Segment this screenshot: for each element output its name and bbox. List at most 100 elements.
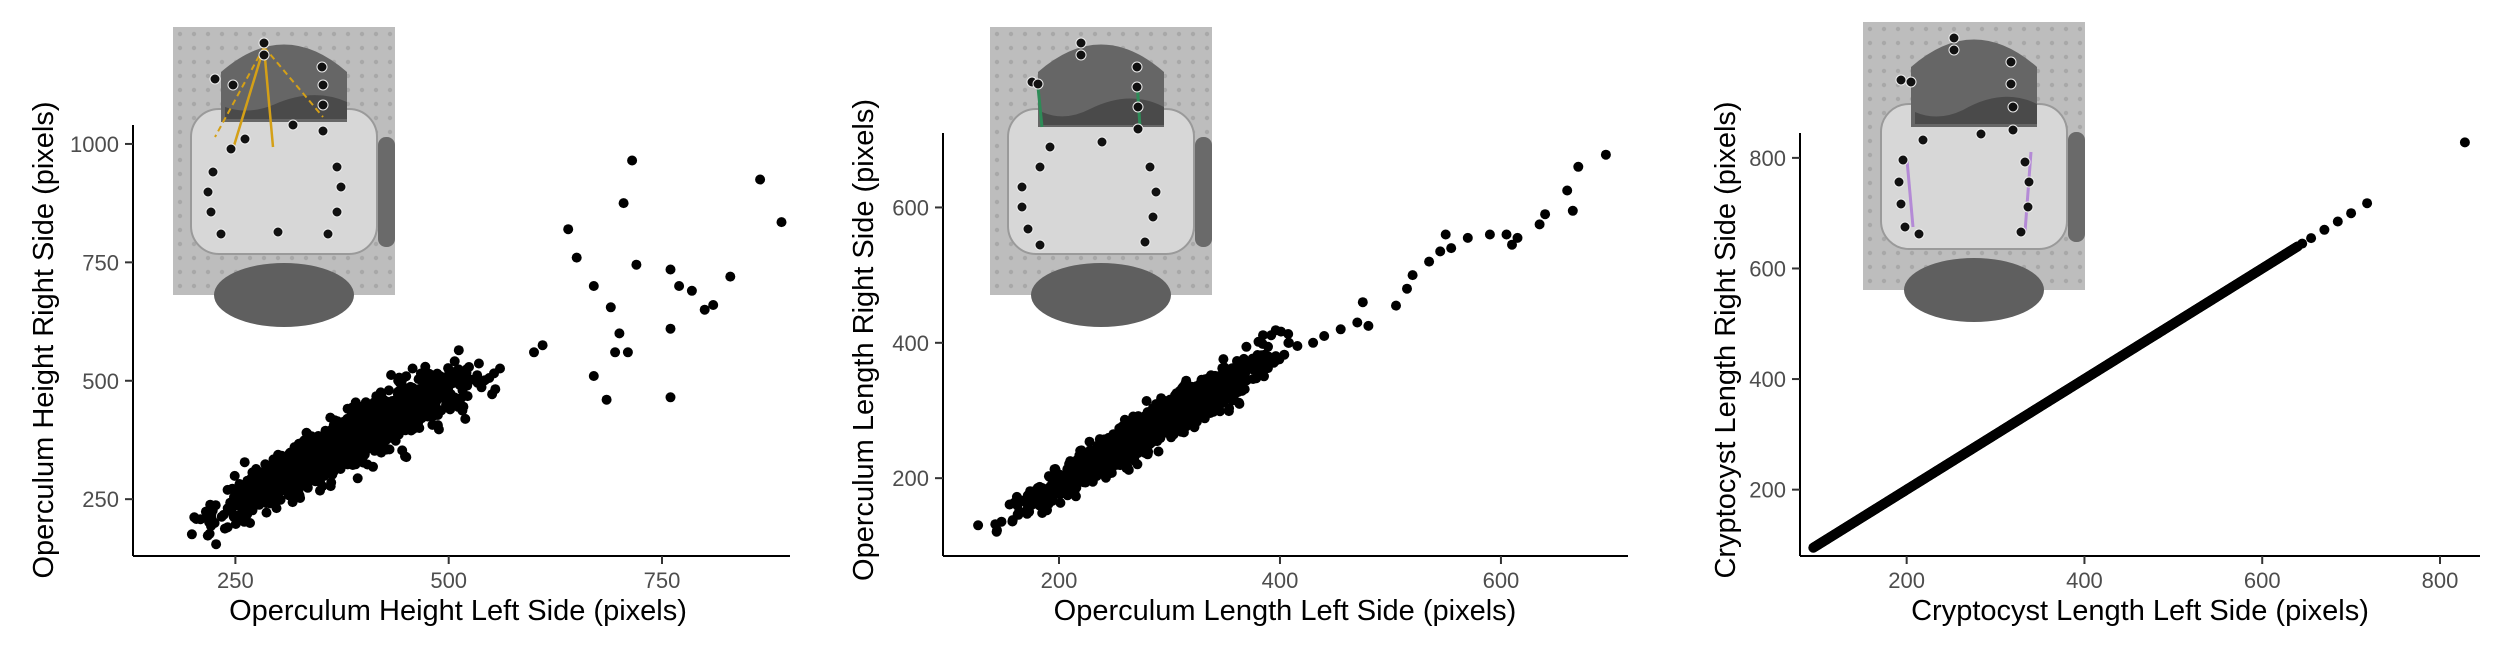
landmark-markers <box>202 37 347 240</box>
data-point <box>1224 403 1235 414</box>
data-point <box>1052 477 1063 488</box>
data-point <box>1172 405 1183 416</box>
data-point <box>1540 209 1551 220</box>
landmark-marker <box>1905 76 1917 88</box>
data-point <box>1424 256 1435 267</box>
data-point <box>318 468 329 478</box>
data-point <box>1088 455 1099 466</box>
data-point <box>289 474 300 485</box>
data-point <box>1028 491 1039 501</box>
data-point <box>326 477 337 488</box>
data-point <box>1032 483 1043 493</box>
data-point <box>484 373 495 383</box>
data-point <box>1151 422 1162 433</box>
data-point <box>239 457 250 468</box>
data-point <box>1137 427 1148 438</box>
data-point <box>618 198 629 209</box>
x-axis-title: Operculum Height Left Side (pixels) <box>229 595 687 627</box>
data-point <box>1015 495 1026 506</box>
data-point <box>461 364 472 375</box>
y-tick-label: 400 <box>1749 367 1786 392</box>
landmark-marker <box>1034 239 1046 251</box>
data-point <box>2306 233 2317 244</box>
y-axis-title: Cryptocyst Length Right Side (pixels) <box>1710 101 1742 578</box>
data-point <box>973 520 984 531</box>
x-tick-label: 600 <box>2244 568 2281 593</box>
data-point <box>449 356 460 367</box>
panel-left-points <box>186 155 787 550</box>
y-tick-label: 600 <box>1749 256 1786 281</box>
landmark-marker <box>1147 211 1159 223</box>
data-point <box>358 457 369 468</box>
data-point <box>411 386 422 397</box>
data-point <box>375 402 386 413</box>
data-point <box>315 485 325 496</box>
data-point <box>1121 457 1132 468</box>
landmark-marker <box>1016 181 1028 193</box>
landmark-marker <box>209 73 221 85</box>
landmark-marker <box>1975 128 1987 140</box>
y-axis-title: Operculum Height Right Side (pixels) <box>28 101 60 578</box>
data-point <box>614 328 625 339</box>
data-point <box>1283 337 1294 348</box>
data-point <box>351 422 362 433</box>
data-point <box>457 405 468 416</box>
data-point <box>444 373 455 384</box>
data-point <box>1203 401 1214 412</box>
data-point <box>1237 385 1248 396</box>
landmark-marker <box>1132 101 1144 113</box>
data-point <box>1600 149 1611 160</box>
data-point <box>588 281 599 291</box>
data-point <box>1501 229 1512 240</box>
x-ticks: 200 400 600 <box>1041 556 1519 593</box>
data-point <box>1070 491 1081 502</box>
landmark-marker <box>1893 176 1905 188</box>
data-point <box>1352 317 1363 328</box>
data-point <box>247 467 258 478</box>
landmark-marker <box>2015 226 2027 238</box>
data-point <box>487 389 498 400</box>
data-point <box>1292 341 1303 351</box>
data-point <box>200 506 211 517</box>
data-point <box>411 399 422 410</box>
x-tick-label: 400 <box>2066 568 2103 593</box>
data-point <box>454 379 465 390</box>
data-point <box>1512 232 1523 243</box>
landmark-marker <box>1917 134 1929 146</box>
landmark-marker <box>1096 136 1108 148</box>
data-point <box>1186 381 1197 392</box>
landmark-marker <box>2007 101 2019 113</box>
data-point <box>1507 239 1517 250</box>
data-point <box>1184 390 1195 401</box>
data-point <box>248 481 259 492</box>
data-point <box>424 390 434 401</box>
data-point <box>708 300 719 310</box>
data-point <box>328 435 339 446</box>
x-tick-label: 200 <box>1888 568 1925 593</box>
data-point <box>1135 418 1146 429</box>
data-point <box>261 507 272 518</box>
landmark-marker <box>287 119 299 131</box>
data-point <box>356 410 367 421</box>
data-point <box>280 460 291 471</box>
data-point <box>453 345 464 356</box>
data-point <box>1573 161 1584 172</box>
data-point <box>230 519 241 529</box>
data-point <box>421 378 432 389</box>
data-point <box>1141 396 1152 406</box>
data-point <box>2362 198 2373 209</box>
data-point <box>1154 409 1165 420</box>
data-point <box>1062 490 1073 501</box>
data-point <box>209 518 220 528</box>
data-point <box>276 475 287 486</box>
data-point <box>1440 229 1451 240</box>
data-point <box>1363 320 1374 331</box>
data-point <box>1308 337 1319 348</box>
landmark-marker <box>225 143 237 155</box>
landmark-marker <box>1899 221 1911 233</box>
landmark-marker <box>1913 228 1925 240</box>
data-point <box>622 347 633 358</box>
y-tick-label: 500 <box>82 369 119 394</box>
x-ticks: 250 500 750 <box>217 556 680 593</box>
